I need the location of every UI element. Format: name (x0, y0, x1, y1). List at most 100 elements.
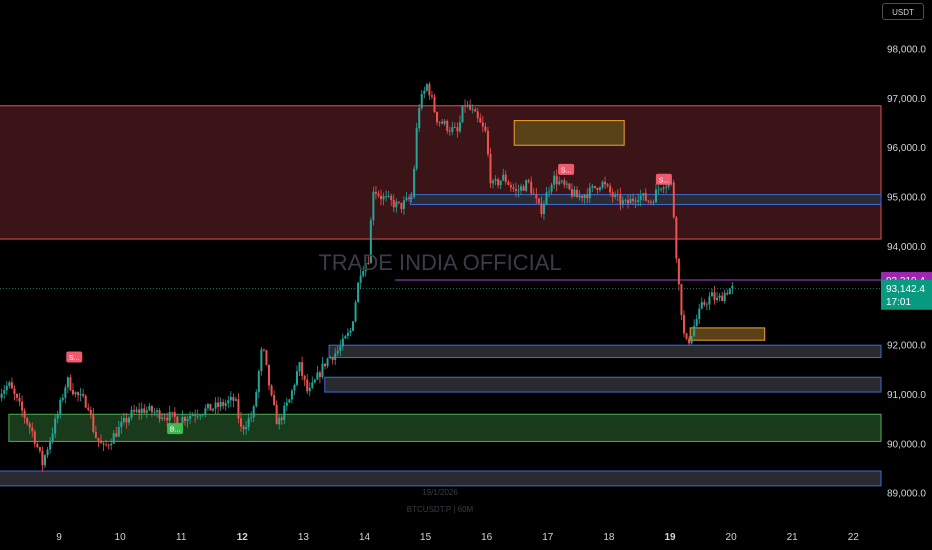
candle (54, 414, 57, 438)
candle-body (306, 379, 309, 392)
candle-body (489, 154, 492, 184)
candle-body (662, 187, 665, 189)
candle-body (234, 399, 237, 401)
candle (176, 415, 179, 425)
candle-body (0, 393, 3, 398)
candle-body (349, 330, 352, 333)
candle (217, 396, 220, 414)
currency-button[interactable]: USDT (882, 3, 924, 20)
candle (280, 415, 283, 425)
candle (703, 299, 706, 307)
zones-layer (0, 105, 882, 487)
candle (8, 380, 11, 389)
candle-body (321, 363, 324, 378)
candle (364, 256, 367, 277)
candle (41, 446, 44, 472)
candle (616, 189, 619, 201)
time-tick-label: 22 (848, 532, 860, 543)
candle (433, 94, 436, 113)
candle (331, 356, 334, 365)
candle-body (127, 417, 130, 423)
candle-body (28, 423, 31, 428)
candle (153, 408, 156, 416)
candle-body (420, 93, 423, 109)
candle-body (122, 417, 125, 422)
candle-body (598, 187, 601, 191)
candle-body (158, 410, 161, 419)
candle (441, 118, 444, 125)
candle-body (680, 284, 683, 316)
candle-body (520, 186, 523, 191)
candle (568, 182, 571, 191)
candle (420, 89, 423, 111)
candle-body (311, 382, 314, 388)
candle (507, 179, 510, 186)
time-axis[interactable]: 9 10 11 12 13 14 15 16 17 18 19 20 21 22 (56, 532, 859, 543)
candle-body (275, 404, 278, 425)
candle-body (301, 362, 304, 376)
orange-zone-6 (513, 120, 625, 146)
candle-body (212, 408, 214, 411)
candle-body (336, 350, 339, 354)
candle (275, 400, 278, 425)
candle (593, 185, 596, 189)
price-tags: 93,319.493,142.417:01 (881, 272, 932, 310)
candle (644, 188, 647, 202)
candle (395, 198, 398, 213)
candle (586, 188, 589, 204)
candle-body (245, 427, 248, 430)
candle (56, 410, 59, 424)
candle-body (530, 181, 533, 194)
candle-body (413, 168, 416, 198)
candle-body (718, 295, 721, 298)
candle-body (639, 195, 642, 200)
sell-marker-label: S... (561, 167, 572, 174)
candle (581, 195, 584, 203)
candle (654, 184, 657, 203)
candle-body (425, 84, 428, 91)
candle-body (629, 198, 632, 204)
candle-body (565, 183, 568, 185)
time-tick-label: 21 (787, 532, 799, 543)
candle (629, 194, 632, 204)
candle-body (390, 195, 393, 200)
candle (624, 198, 627, 204)
candle-body (609, 185, 612, 193)
candle (726, 289, 729, 296)
price-tick-label: 92,000.0 (887, 341, 926, 352)
candle (227, 395, 230, 409)
candle (3, 385, 6, 399)
candle-body (581, 195, 584, 199)
candle (453, 122, 456, 129)
candle-body (364, 263, 367, 272)
candle (461, 105, 464, 123)
candle (685, 332, 688, 341)
candle (708, 291, 711, 311)
candle (334, 347, 337, 366)
candle (451, 121, 454, 136)
time-tick-label: 9 (56, 532, 62, 543)
price-tick-label: 95,000.0 (887, 193, 926, 204)
candle-body (133, 409, 136, 412)
countdown-tag: 17:01 (886, 297, 911, 308)
candle (229, 391, 232, 408)
candle-body (693, 325, 696, 337)
candle-body (51, 433, 54, 441)
candle-body (161, 417, 164, 419)
candle-body (316, 372, 319, 380)
candle (443, 119, 446, 126)
candle (705, 301, 708, 311)
candle (583, 193, 586, 204)
candle (464, 99, 467, 113)
candle (127, 416, 130, 426)
candle (321, 357, 324, 379)
candle (598, 186, 601, 193)
candle-body (10, 382, 13, 389)
candle (181, 410, 184, 425)
candle (502, 168, 505, 182)
candle (189, 411, 192, 425)
candle (606, 183, 609, 188)
candle-body (359, 275, 362, 283)
candle-body (374, 191, 377, 194)
